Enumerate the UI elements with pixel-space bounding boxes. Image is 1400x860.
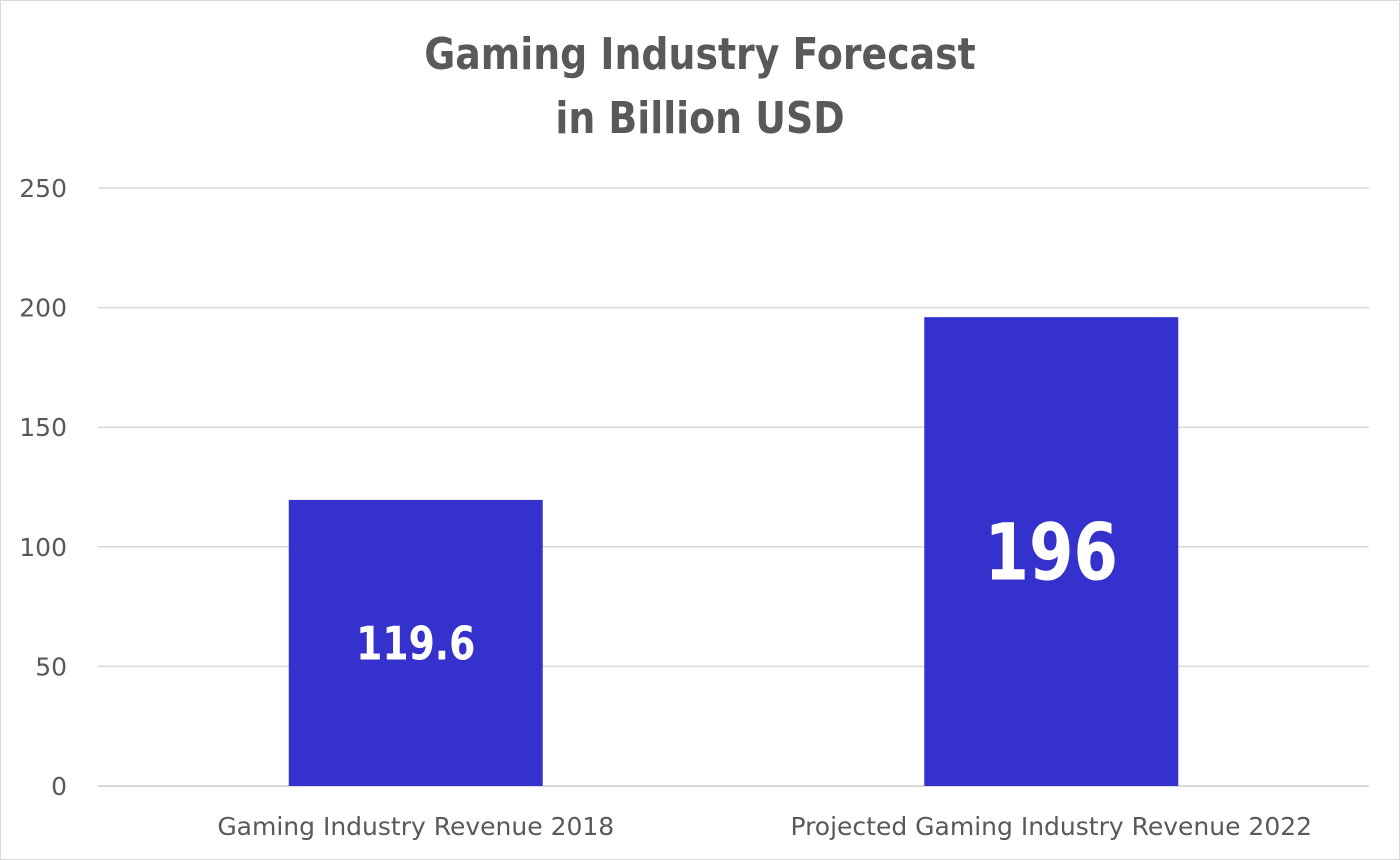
chart-title-line-2: in Billion USD bbox=[555, 93, 845, 144]
bar-data-label: 196 bbox=[985, 507, 1118, 598]
y-tick-label: 200 bbox=[19, 294, 67, 323]
chart-title-line-1: Gaming Industry Forecast bbox=[424, 29, 976, 80]
y-tick-label: 100 bbox=[19, 533, 67, 562]
y-tick-label: 50 bbox=[35, 652, 67, 681]
bar bbox=[288, 499, 543, 786]
x-category-label: Projected Gaming Industry Revenue 2022 bbox=[790, 812, 1312, 841]
y-tick-label: 150 bbox=[19, 413, 67, 442]
bar-data-label: 119.6 bbox=[356, 617, 475, 671]
x-category-label: Gaming Industry Revenue 2018 bbox=[217, 812, 614, 841]
y-tick-label: 0 bbox=[51, 772, 67, 801]
y-tick-label: 250 bbox=[19, 174, 67, 203]
chart-title: Gaming Industry Forecast in Billion USD bbox=[99, 23, 1301, 151]
bar bbox=[924, 317, 1179, 786]
